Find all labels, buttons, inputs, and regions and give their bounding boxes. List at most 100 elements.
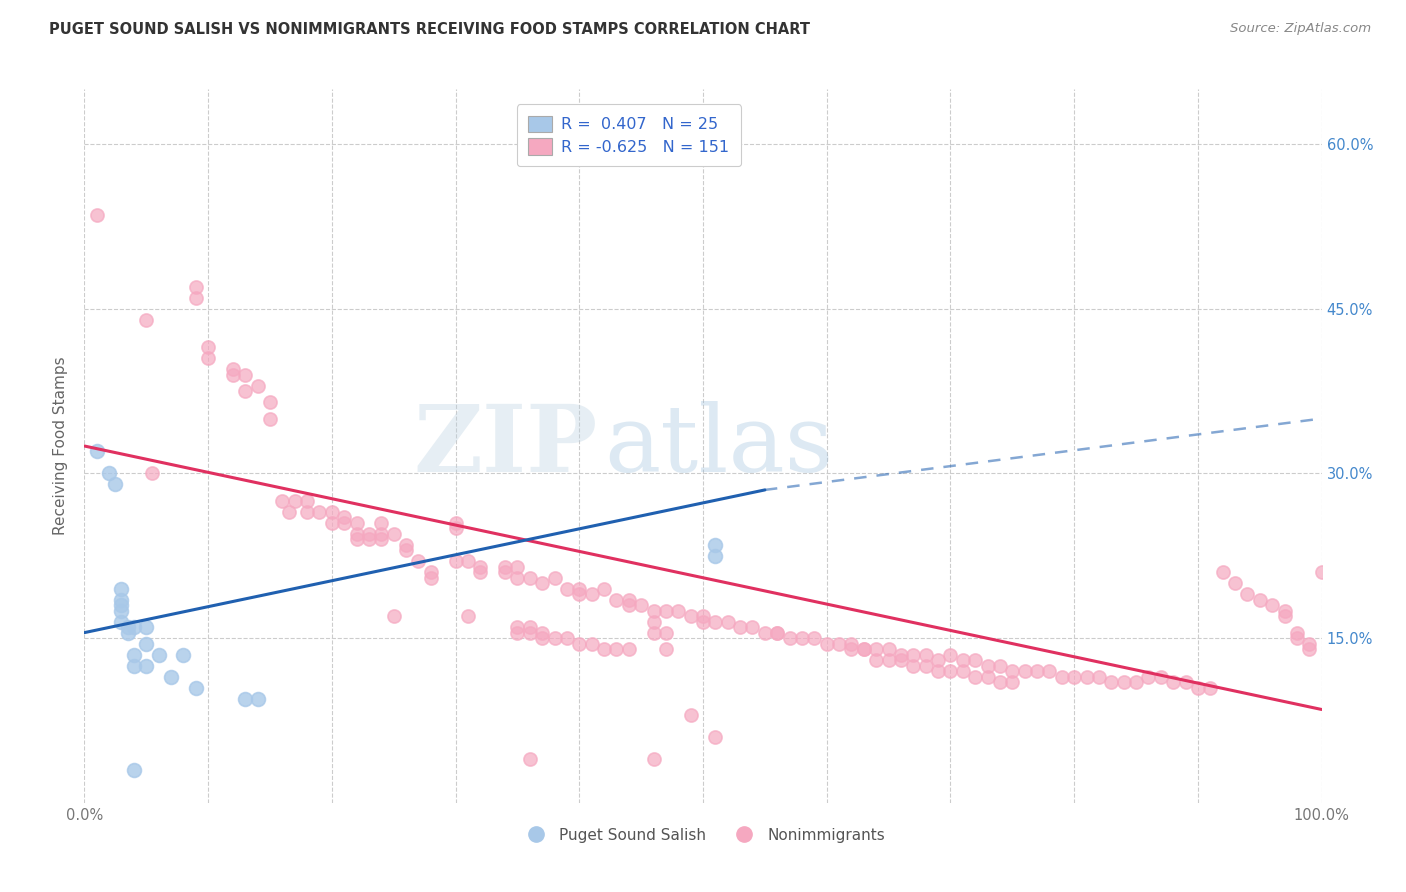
Point [457,554,479,568]
Point [148,648,170,662]
Text: atlas: atlas [605,401,834,491]
Point [1261,598,1284,612]
Point [110,592,132,607]
Point [370,516,392,530]
Point [1174,675,1197,690]
Point [122,763,145,777]
Point [470,559,492,574]
Point [939,664,962,678]
Point [277,505,299,519]
Point [321,505,343,519]
Point [1161,675,1184,690]
Point [1112,675,1135,690]
Point [728,620,751,634]
Point [1038,664,1060,678]
Point [419,566,441,580]
Point [1223,576,1246,591]
Point [122,658,145,673]
Point [605,592,627,607]
Point [295,505,318,519]
Point [346,533,368,547]
Point [506,571,529,585]
Legend: Puget Sound Salish, Nonimmigrants: Puget Sound Salish, Nonimmigrants [515,822,891,848]
Point [457,609,479,624]
Point [395,543,418,558]
Point [141,467,163,481]
Point [1274,609,1296,624]
Point [1137,669,1160,683]
Point [519,571,541,585]
Point [593,582,616,596]
Point [110,604,132,618]
Point [444,554,467,568]
Point [704,615,727,629]
Point [160,669,183,683]
Point [952,664,974,678]
Point [1001,664,1024,678]
Point [828,637,851,651]
Point [531,631,554,645]
Point [766,625,789,640]
Point [531,576,554,591]
Point [519,625,541,640]
Point [117,625,139,640]
Point [679,609,702,624]
Point [568,637,591,651]
Point [555,582,578,596]
Point [952,653,974,667]
Point [779,631,801,645]
Y-axis label: Receiving Food Stamps: Receiving Food Stamps [53,357,69,535]
Point [259,411,281,425]
Point [506,620,529,634]
Point [1285,631,1308,645]
Point [506,559,529,574]
Point [1150,669,1173,683]
Point [617,598,640,612]
Point [1298,642,1320,657]
Point [184,681,207,695]
Point [704,730,727,744]
Point [222,368,245,382]
Point [271,494,294,508]
Point [382,609,405,624]
Point [233,384,256,398]
Point [679,708,702,723]
Point [568,587,591,601]
Point [346,516,368,530]
Point [643,615,665,629]
Point [86,444,108,458]
Text: PUGET SOUND SALISH VS NONIMMIGRANTS RECEIVING FOOD STAMPS CORRELATION CHART: PUGET SOUND SALISH VS NONIMMIGRANTS RECE… [49,22,810,37]
Point [581,587,603,601]
Point [643,752,665,766]
Point [543,631,565,645]
Point [135,312,157,326]
Point [939,648,962,662]
Point [284,494,307,508]
Point [877,642,900,657]
Point [333,510,356,524]
Point [1249,592,1271,607]
Point [1063,669,1085,683]
Point [914,648,936,662]
Point [581,637,603,651]
Point [617,592,640,607]
Point [766,625,789,640]
Point [605,642,627,657]
Point [1050,669,1073,683]
Point [419,571,441,585]
Point [927,664,949,678]
Point [692,609,714,624]
Point [122,648,145,662]
Point [117,620,139,634]
Point [790,631,813,645]
Point [233,368,256,382]
Point [357,526,380,541]
Point [1212,566,1234,580]
Point [1088,669,1111,683]
Point [1236,587,1258,601]
Point [1298,637,1320,651]
Point [1274,604,1296,618]
Point [852,642,875,657]
Point [965,653,987,667]
Point [110,615,132,629]
